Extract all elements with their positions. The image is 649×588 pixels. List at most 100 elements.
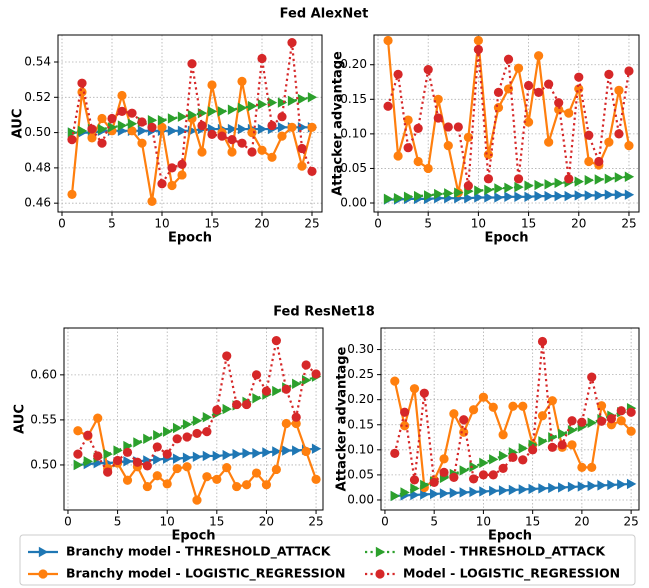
- marker: [577, 417, 587, 427]
- marker: [147, 122, 157, 132]
- marker: [390, 490, 400, 502]
- marker: [523, 117, 534, 127]
- marker: [468, 474, 479, 484]
- marker: [107, 113, 117, 124]
- marker: [493, 87, 504, 97]
- marker: [474, 192, 484, 203]
- marker: [67, 135, 77, 145]
- marker: [87, 124, 97, 134]
- marker: [558, 428, 568, 439]
- marker: [157, 115, 168, 126]
- marker: [489, 485, 499, 497]
- marker: [504, 191, 514, 202]
- marker: [177, 111, 188, 122]
- marker: [596, 416, 607, 426]
- marker: [77, 78, 87, 88]
- y-axis-label: Attacker advantage: [335, 346, 350, 491]
- marker: [292, 378, 302, 390]
- marker: [222, 403, 232, 415]
- marker: [277, 122, 288, 133]
- marker: [207, 106, 218, 117]
- marker: [251, 468, 262, 478]
- series: [383, 44, 634, 191]
- marker: [232, 481, 242, 492]
- marker: [403, 115, 413, 125]
- marker: [202, 411, 213, 423]
- x-tick-label: 0: [381, 515, 389, 529]
- marker: [237, 76, 247, 87]
- marker: [192, 451, 203, 463]
- x-tick-label: 20: [259, 515, 274, 529]
- marker: [227, 104, 238, 115]
- marker: [197, 147, 207, 157]
- marker: [143, 433, 153, 445]
- marker: [167, 113, 178, 124]
- marker: [420, 479, 430, 491]
- marker: [222, 351, 232, 361]
- marker: [409, 475, 420, 485]
- plot-frame: [57, 34, 323, 213]
- x-tick-label: 15: [204, 217, 219, 231]
- marker: [544, 190, 554, 202]
- marker: [222, 463, 232, 473]
- marker: [393, 69, 403, 80]
- marker: [439, 454, 449, 464]
- marker: [277, 112, 287, 122]
- marker: [459, 465, 469, 476]
- marker: [301, 360, 311, 370]
- marker: [508, 401, 518, 411]
- marker: [577, 481, 588, 492]
- marker: [483, 174, 494, 184]
- marker: [584, 156, 594, 167]
- marker: [182, 419, 193, 430]
- marker: [311, 443, 322, 454]
- marker: [403, 143, 413, 153]
- marker: [257, 99, 268, 110]
- legend-label: Branchy model - THRESHOLD_ATTACK: [66, 544, 332, 560]
- marker: [424, 190, 434, 201]
- marker: [616, 406, 626, 416]
- y-axis-label: AUC: [13, 404, 28, 434]
- marker: [301, 375, 312, 386]
- marker: [594, 174, 605, 185]
- marker: [247, 147, 257, 157]
- plot-frame: [373, 34, 640, 213]
- y-tick-label: 0.00: [347, 492, 374, 506]
- marker: [307, 166, 317, 177]
- marker: [584, 174, 595, 186]
- marker: [443, 141, 453, 151]
- marker: [83, 456, 94, 467]
- marker: [207, 80, 217, 90]
- marker: [167, 163, 177, 173]
- marker: [400, 421, 410, 431]
- marker: [393, 151, 403, 161]
- marker: [375, 546, 386, 558]
- marker: [282, 445, 292, 456]
- marker: [237, 102, 248, 114]
- marker: [73, 459, 84, 471]
- y-tick-label: 0.46: [24, 196, 51, 210]
- y-tick-label: 0.48: [24, 160, 51, 174]
- marker: [267, 97, 278, 108]
- marker: [400, 487, 410, 498]
- marker: [524, 180, 534, 191]
- marker: [567, 425, 578, 436]
- marker: [162, 479, 172, 489]
- marker: [132, 457, 143, 467]
- marker: [172, 453, 183, 464]
- marker: [604, 173, 615, 185]
- x-axis-label: Epoch: [171, 529, 215, 544]
- marker: [459, 487, 469, 498]
- marker: [122, 447, 133, 457]
- marker: [93, 451, 103, 461]
- marker: [262, 447, 272, 458]
- marker: [423, 163, 433, 174]
- y-tick-label: 0.15: [347, 417, 374, 431]
- marker: [177, 159, 187, 169]
- marker: [449, 487, 460, 499]
- marker: [548, 432, 558, 443]
- marker: [182, 452, 193, 463]
- marker: [534, 51, 544, 61]
- marker: [528, 445, 538, 455]
- marker: [614, 129, 624, 139]
